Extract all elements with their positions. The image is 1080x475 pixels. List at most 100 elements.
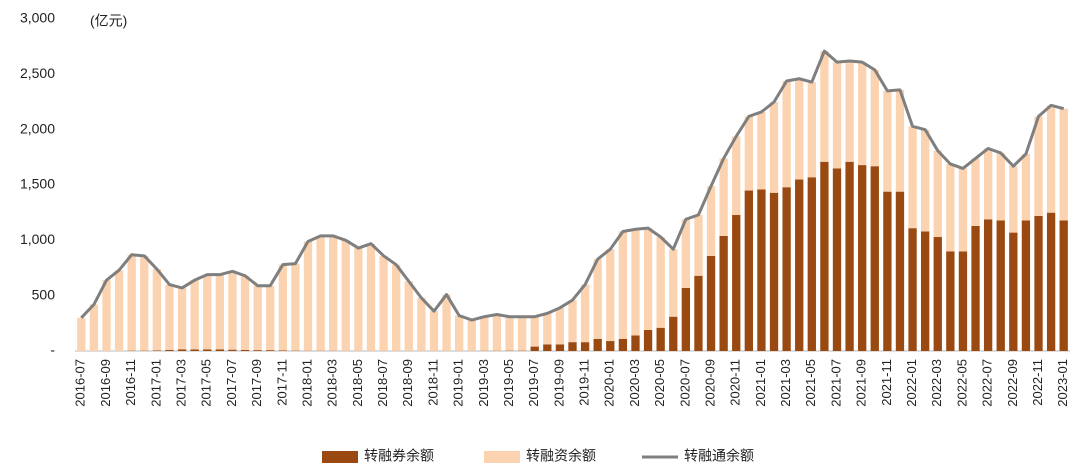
bar: [845, 161, 854, 351]
bar: [643, 329, 653, 351]
x-tick-label: 2017-01: [148, 359, 163, 407]
bar: [555, 307, 565, 345]
bar: [568, 342, 577, 351]
bar: [883, 191, 892, 351]
x-tick-label: 2021-07: [828, 359, 843, 407]
bar: [795, 78, 804, 180]
x-tick-label: 2019-11: [577, 359, 592, 406]
bar: [580, 342, 590, 351]
bar: [858, 165, 867, 351]
bar: [228, 349, 237, 351]
bar: [467, 320, 476, 351]
y-tick-label: 500: [32, 286, 56, 302]
bar: [253, 285, 262, 351]
bar: [215, 349, 224, 351]
bar: [983, 148, 993, 220]
x-tick-label: 2021-05: [803, 359, 818, 407]
bar: [858, 62, 867, 166]
bar: [795, 179, 804, 351]
bar: [1034, 116, 1043, 216]
bar: [933, 150, 942, 238]
bar: [870, 166, 879, 351]
bar: [89, 304, 99, 351]
x-tick-label: 2019-09: [551, 359, 566, 407]
bar: [379, 255, 388, 351]
bar: [568, 300, 577, 343]
x-tick-label: 2017-03: [173, 359, 188, 407]
bar: [278, 350, 287, 351]
y-tick-label: 1,000: [20, 231, 55, 247]
x-tick-label: 2020-09: [702, 359, 717, 407]
bar: [190, 349, 199, 351]
bar: [769, 192, 779, 351]
x-tick-label: 2016-11: [123, 359, 138, 406]
bar: [240, 349, 250, 351]
bar: [580, 284, 590, 343]
bar: [177, 349, 187, 351]
bar: [744, 116, 753, 191]
bar: [341, 240, 350, 351]
x-tick-label: 2018-03: [325, 359, 340, 407]
bar: [1021, 220, 1031, 351]
bar: [278, 264, 287, 351]
y-tick-label: 1,500: [20, 176, 55, 192]
bar: [1046, 212, 1056, 351]
bar: [744, 190, 753, 351]
legend-label: 转融通余额: [684, 448, 754, 464]
bar: [656, 237, 665, 328]
legend-label: 转融券余额: [364, 448, 434, 464]
bar: [77, 317, 86, 351]
bar: [442, 294, 451, 351]
bar: [530, 346, 539, 351]
x-tick-label: 2020-07: [677, 359, 692, 407]
x-tick-label: 2022-01: [904, 359, 919, 407]
x-tick-label: 2021-09: [854, 359, 869, 407]
legend-swatch: [322, 451, 358, 463]
bar: [152, 350, 162, 351]
x-tick-label: 2020-01: [602, 359, 617, 407]
bar: [883, 90, 892, 192]
bar: [1034, 215, 1043, 351]
unit-label: (亿元): [90, 13, 127, 29]
bar: [782, 187, 791, 351]
bar: [933, 237, 942, 351]
bar: [732, 136, 741, 215]
bar: [618, 338, 628, 351]
bar: [1009, 166, 1018, 233]
bar: [631, 229, 640, 336]
bar: [215, 274, 224, 350]
bar: [152, 269, 162, 351]
bar: [392, 264, 401, 351]
bar: [114, 270, 124, 351]
bar: [555, 344, 565, 351]
bar: [228, 271, 237, 350]
x-tick-label: 2018-05: [350, 359, 365, 407]
x-tick-label: 2020-03: [627, 359, 642, 407]
bar: [140, 255, 149, 351]
bar: [832, 62, 842, 169]
bar: [946, 163, 955, 252]
x-tick-label: 2017-11: [274, 359, 289, 406]
y-tick-label: 2,500: [20, 65, 55, 81]
bar: [266, 285, 275, 351]
bar: [807, 82, 816, 178]
x-tick-label: 2016-09: [98, 359, 113, 407]
x-tick-label: 2018-07: [375, 359, 390, 407]
bar: [102, 280, 111, 351]
bar: [240, 275, 250, 350]
bar: [908, 126, 917, 229]
y-tick-label: 2,000: [20, 120, 55, 136]
bar: [530, 316, 539, 347]
x-tick-label: 2019-07: [526, 359, 541, 407]
legend-label: 转融资余额: [526, 448, 596, 464]
bar: [203, 274, 212, 350]
bar: [870, 69, 879, 167]
bar: [618, 231, 628, 339]
bar: [190, 280, 199, 350]
x-tick-label: 2023-01: [1055, 359, 1070, 407]
bar: [1021, 154, 1031, 221]
bar: [958, 251, 968, 351]
bar: [669, 249, 678, 317]
bar: [757, 111, 766, 190]
